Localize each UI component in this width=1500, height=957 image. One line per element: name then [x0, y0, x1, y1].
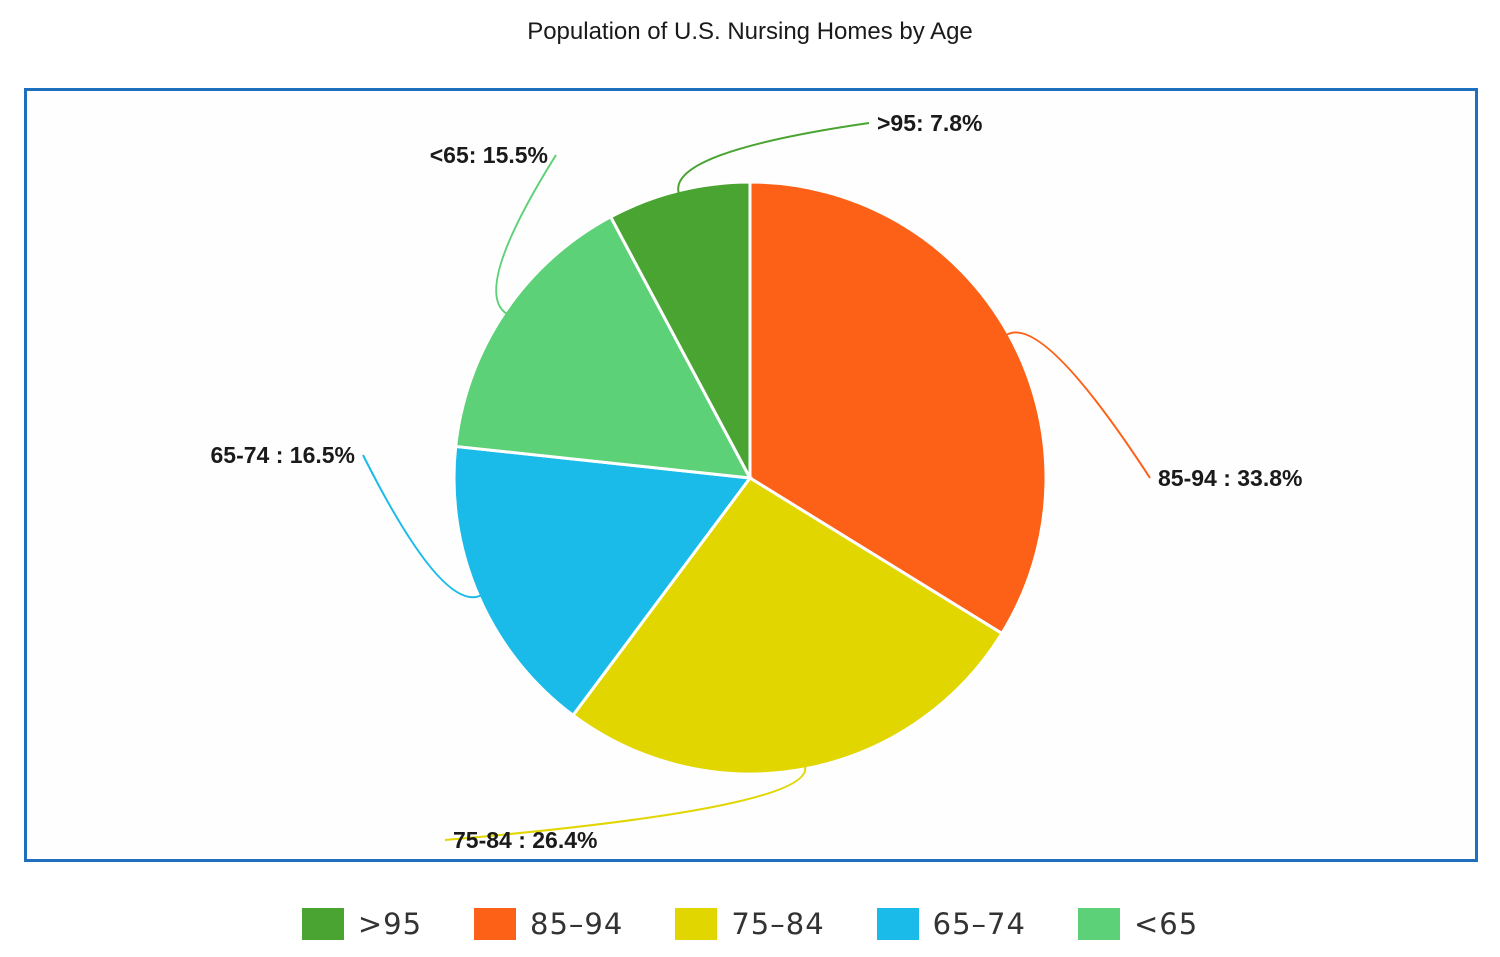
leader-line-under-65 — [495, 154, 557, 315]
data-label-75-84: 75-84 : 26.4% — [453, 827, 597, 853]
plot-frame: 85-94 : 33.8% 75-84 : 26.4% 65-74 : 16.5% <… — [24, 88, 1478, 862]
legend-label: <65 — [1133, 907, 1199, 941]
legend-item-over-95[interactable]: >95 — [301, 907, 423, 941]
legend-label: 85–94 — [530, 907, 624, 941]
legend: >95 85–94 75–84 65–74 <65 — [0, 900, 1500, 948]
legend-label: 75–84 — [731, 907, 825, 941]
legend-swatch — [474, 908, 517, 940]
legend-swatch — [876, 908, 919, 940]
leader-line-75-84 — [444, 766, 807, 841]
leader-line-over-95 — [677, 122, 870, 194]
legend-item-85-94[interactable]: 85–94 — [474, 907, 623, 941]
data-label-85-94: 85-94 : 33.8% — [1158, 465, 1302, 491]
data-label-under-65: <65: 15.5% — [430, 142, 548, 168]
legend-swatch — [1077, 908, 1120, 940]
legend-item-65-74[interactable]: 65–74 — [876, 907, 1026, 941]
pie-chart: 85-94 : 33.8% 75-84 : 26.4% 65-74 : 16.5% <… — [211, 110, 1303, 853]
chart-title: Population of U.S. Nursing Homes by Age — [527, 18, 973, 45]
legend-label: >95 — [357, 907, 423, 941]
legend-item-under-65[interactable]: <65 — [1077, 907, 1199, 941]
legend-label: 65–74 — [932, 907, 1026, 941]
legend-swatch — [301, 908, 344, 940]
leader-line-85-94 — [1006, 331, 1151, 479]
data-label-65-74: 65-74 : 16.5% — [211, 442, 355, 468]
legend-item-75-84[interactable]: 75–84 — [675, 907, 824, 941]
data-label-over-95: >95: 7.8% — [877, 110, 983, 136]
leader-line-65-74 — [362, 454, 481, 599]
legend-swatch — [675, 908, 718, 940]
